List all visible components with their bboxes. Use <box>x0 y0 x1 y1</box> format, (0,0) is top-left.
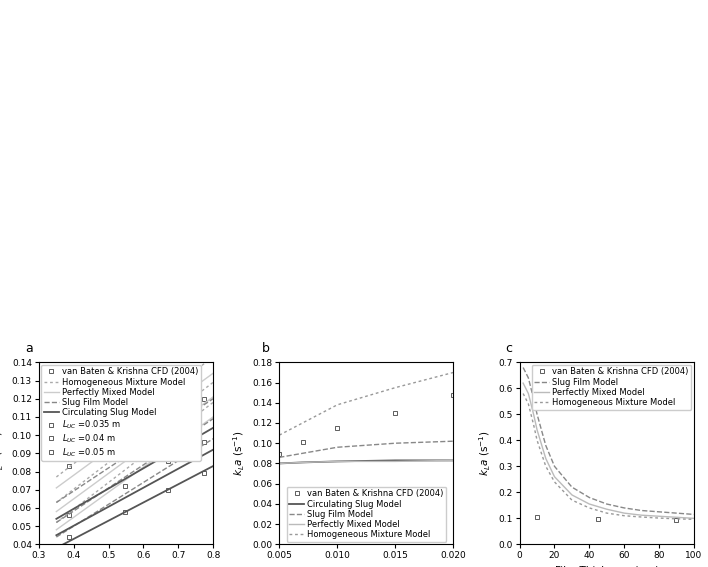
Legend: van Baten & Krishna CFD (2004), Homogeneous Mixture Model, Perfectly Mixed Model: van Baten & Krishna CFD (2004), Homogene… <box>42 365 201 461</box>
Text: c: c <box>506 342 513 355</box>
Text: b: b <box>262 342 270 355</box>
Text: a: a <box>25 342 33 355</box>
Y-axis label: $k_L a$ (s$^{-1}$): $k_L a$ (s$^{-1}$) <box>232 430 246 476</box>
Legend: van Baten & Krishna CFD (2004), Slug Film Model, Perfectly Mixed Model, Homogene: van Baten & Krishna CFD (2004), Slug Fil… <box>532 365 691 409</box>
Y-axis label: $k_L a$ (s$^{-1}$): $k_L a$ (s$^{-1}$) <box>0 430 6 476</box>
X-axis label: Film Thickness (μm): Film Thickness (μm) <box>554 566 659 567</box>
Legend: van Baten & Krishna CFD (2004), Circulating Slug Model, Slug Film Model, Perfect: van Baten & Krishna CFD (2004), Circulat… <box>287 487 446 542</box>
X-axis label: $U_g^{0.5}$ (m/s)$^{0.5}$: $U_g^{0.5}$ (m/s)$^{0.5}$ <box>94 566 158 567</box>
X-axis label: $L_{film}$ (m): $L_{film}$ (m) <box>346 566 387 567</box>
Y-axis label: $k_L a$ (s$^{-1}$): $k_L a$ (s$^{-1}$) <box>477 430 493 476</box>
